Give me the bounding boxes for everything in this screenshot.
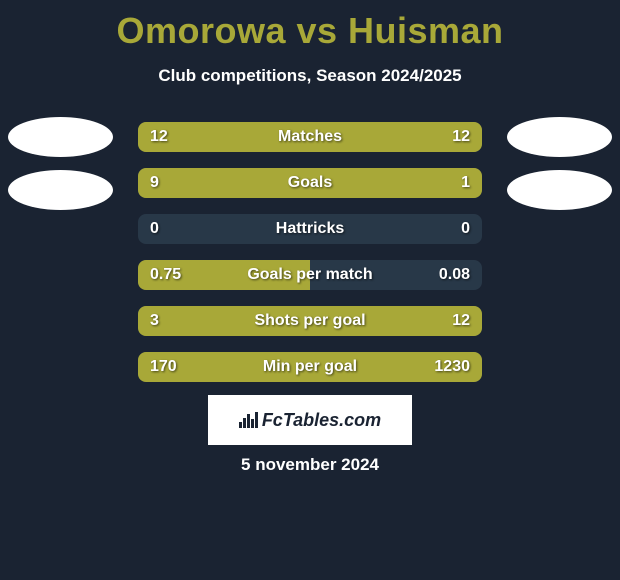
stat-val-left: 9 — [150, 174, 159, 192]
stat-val-right: 12 — [452, 128, 470, 146]
stat-val-left: 0.75 — [150, 266, 181, 284]
date-text: 5 november 2024 — [0, 455, 620, 475]
stat-label: Goals — [288, 174, 332, 192]
stat-label: Shots per goal — [254, 312, 365, 330]
avatar-left-0 — [8, 117, 113, 157]
subtitle: Club competitions, Season 2024/2025 — [0, 66, 620, 86]
stat-val-right: 1230 — [434, 358, 470, 376]
stat-label: Hattricks — [276, 220, 344, 238]
stat-label: Min per goal — [263, 358, 357, 376]
stat-bar-2: 0 Hattricks 0 — [138, 214, 482, 244]
page-title: Omorowa vs Huisman — [0, 0, 620, 52]
logo-label: FcTables.com — [262, 410, 381, 431]
bar-chart-icon — [239, 412, 258, 428]
stat-val-right: 1 — [461, 174, 470, 192]
stat-bar-4: 3 Shots per goal 12 — [138, 306, 482, 336]
stat-fill-left — [138, 168, 406, 198]
logo-box[interactable]: FcTables.com — [208, 395, 412, 445]
stat-val-left: 12 — [150, 128, 168, 146]
avatar-left-1 — [8, 170, 113, 210]
stat-val-right: 12 — [452, 312, 470, 330]
stat-val-left: 170 — [150, 358, 177, 376]
stat-fill-right — [406, 168, 482, 198]
stat-val-right: 0.08 — [439, 266, 470, 284]
stat-val-right: 0 — [461, 220, 470, 238]
stat-val-left: 3 — [150, 312, 159, 330]
avatar-right-0 — [507, 117, 612, 157]
stat-val-left: 0 — [150, 220, 159, 238]
stat-bar-3: 0.75 Goals per match 0.08 — [138, 260, 482, 290]
stat-label: Goals per match — [247, 266, 372, 284]
stat-bar-1: 9 Goals 1 — [138, 168, 482, 198]
stat-label: Matches — [278, 128, 342, 146]
logo-text: FcTables.com — [239, 410, 381, 431]
stat-bar-5: 170 Min per goal 1230 — [138, 352, 482, 382]
stat-bar-0: 12 Matches 12 — [138, 122, 482, 152]
avatar-right-1 — [507, 170, 612, 210]
